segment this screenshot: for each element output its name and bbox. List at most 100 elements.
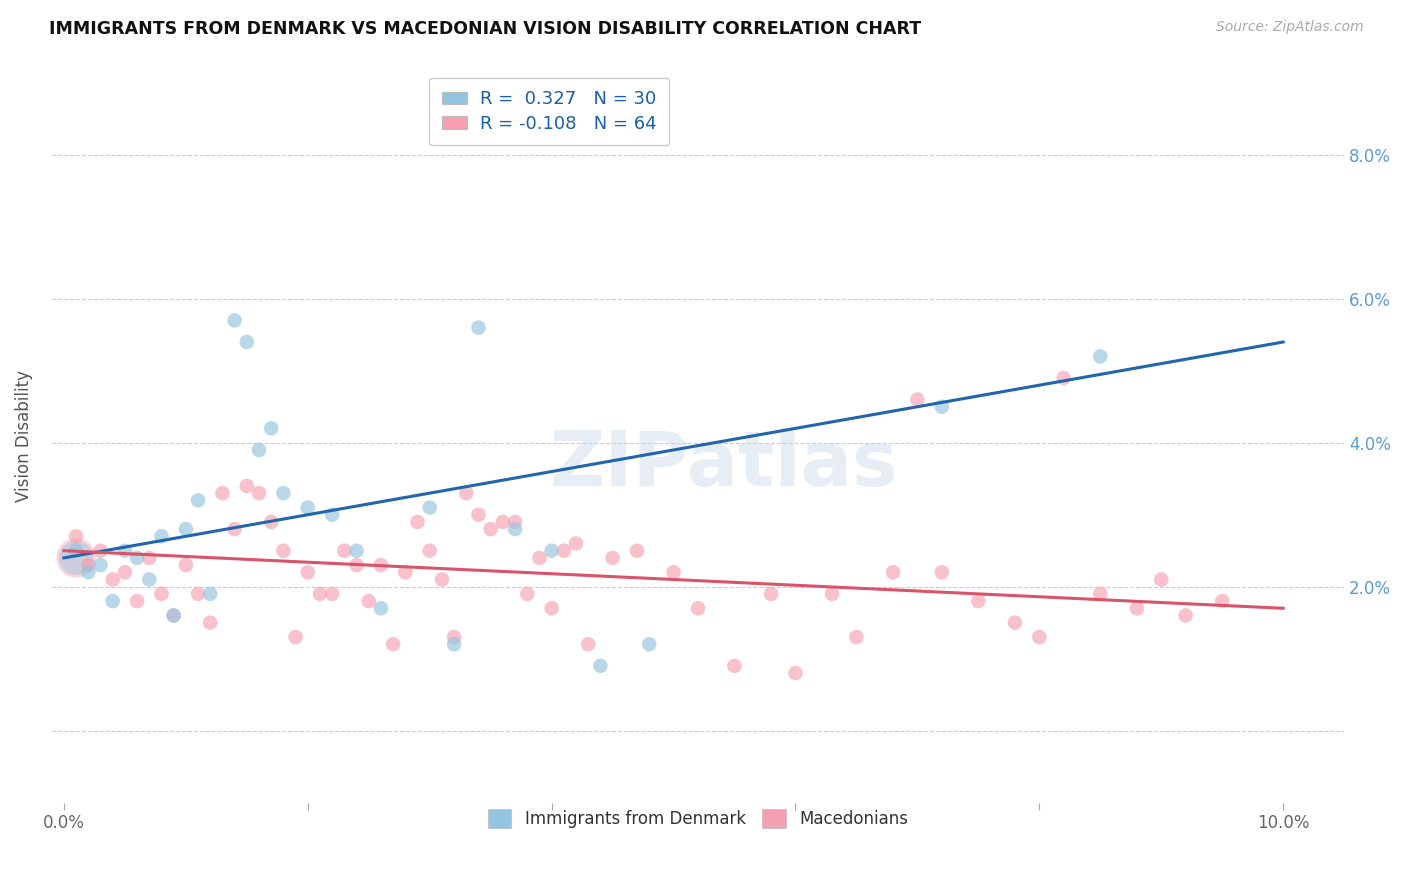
Point xyxy=(370,601,392,615)
Point xyxy=(65,543,87,558)
Point xyxy=(284,630,307,644)
Point xyxy=(114,543,136,558)
Point xyxy=(602,550,624,565)
Legend: Immigrants from Denmark, Macedonians: Immigrants from Denmark, Macedonians xyxy=(481,802,915,835)
Point xyxy=(321,508,343,522)
Point xyxy=(576,637,599,651)
Text: Source: ZipAtlas.com: Source: ZipAtlas.com xyxy=(1216,20,1364,34)
Point xyxy=(127,550,149,565)
Point xyxy=(626,543,648,558)
Point xyxy=(127,594,149,608)
Point xyxy=(503,515,526,529)
Point xyxy=(297,500,319,515)
Point xyxy=(101,573,124,587)
Point xyxy=(77,566,100,580)
Point xyxy=(662,566,685,580)
Point xyxy=(357,594,380,608)
Point xyxy=(114,566,136,580)
Point xyxy=(273,543,295,558)
Point xyxy=(430,573,453,587)
Point xyxy=(905,392,928,407)
Point xyxy=(1211,594,1233,608)
Point xyxy=(65,529,87,543)
Point xyxy=(200,587,222,601)
Point xyxy=(1004,615,1026,630)
Point xyxy=(236,479,259,493)
Point xyxy=(686,601,709,615)
Point xyxy=(346,543,368,558)
Point xyxy=(321,587,343,601)
Point xyxy=(759,587,782,601)
Text: IMMIGRANTS FROM DENMARK VS MACEDONIAN VISION DISABILITY CORRELATION CHART: IMMIGRANTS FROM DENMARK VS MACEDONIAN VI… xyxy=(49,20,921,37)
Point xyxy=(785,666,807,681)
Point xyxy=(247,442,270,457)
Point xyxy=(1174,608,1197,623)
Point xyxy=(845,630,868,644)
Point xyxy=(589,658,612,673)
Point xyxy=(967,594,990,608)
Point xyxy=(419,500,441,515)
Point xyxy=(382,637,405,651)
Point xyxy=(247,486,270,500)
Point xyxy=(174,558,197,573)
Point xyxy=(1090,587,1112,601)
Point xyxy=(723,658,745,673)
Point xyxy=(394,566,416,580)
Point xyxy=(187,587,209,601)
Point xyxy=(297,566,319,580)
Point xyxy=(174,522,197,536)
Point xyxy=(882,566,904,580)
Point xyxy=(77,558,100,573)
Point xyxy=(333,543,356,558)
Point xyxy=(456,486,478,500)
Point xyxy=(1126,601,1149,615)
Point xyxy=(553,543,575,558)
Point xyxy=(529,550,551,565)
Point xyxy=(89,558,111,573)
Point xyxy=(236,334,259,349)
Point xyxy=(419,543,441,558)
Point xyxy=(138,550,160,565)
Point xyxy=(224,522,246,536)
Point xyxy=(150,529,173,543)
Point xyxy=(150,587,173,601)
Point xyxy=(370,558,392,573)
Point xyxy=(163,608,186,623)
Point xyxy=(1090,350,1112,364)
Point xyxy=(187,493,209,508)
Point xyxy=(467,320,489,334)
Point xyxy=(931,566,953,580)
Point xyxy=(467,508,489,522)
Point xyxy=(260,515,283,529)
Point xyxy=(503,522,526,536)
Point xyxy=(224,313,246,327)
Point xyxy=(492,515,515,529)
Point xyxy=(200,615,222,630)
Point xyxy=(65,550,87,565)
Point xyxy=(273,486,295,500)
Point xyxy=(443,630,465,644)
Point xyxy=(443,637,465,651)
Point xyxy=(479,522,502,536)
Point xyxy=(931,400,953,414)
Point xyxy=(101,594,124,608)
Point xyxy=(211,486,233,500)
Point xyxy=(138,573,160,587)
Point xyxy=(540,601,562,615)
Text: ZIPatlas: ZIPatlas xyxy=(550,428,898,502)
Point xyxy=(1053,371,1076,385)
Point xyxy=(638,637,661,651)
Point xyxy=(1150,573,1173,587)
Point xyxy=(163,608,186,623)
Point xyxy=(309,587,332,601)
Point xyxy=(260,421,283,435)
Point xyxy=(89,543,111,558)
Point xyxy=(821,587,844,601)
Point xyxy=(540,543,562,558)
Point xyxy=(516,587,538,601)
Point xyxy=(1028,630,1050,644)
Point xyxy=(346,558,368,573)
Y-axis label: Vision Disability: Vision Disability xyxy=(15,369,32,501)
Point xyxy=(565,536,588,550)
Point xyxy=(406,515,429,529)
